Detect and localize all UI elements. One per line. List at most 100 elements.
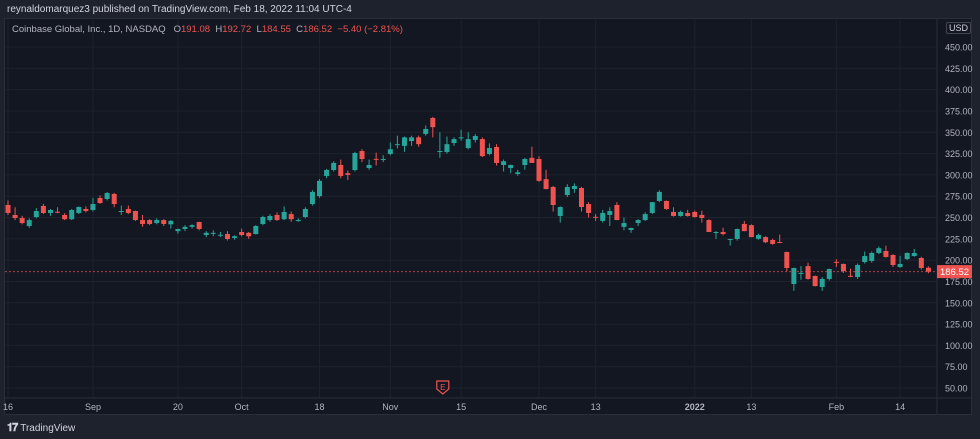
- candle: [317, 179, 323, 198]
- candle: [536, 156, 542, 182]
- candle: [366, 159, 372, 170]
- candle: [479, 137, 485, 157]
- y-tick-label: 200.00: [945, 256, 973, 266]
- candle-body: [366, 164, 372, 169]
- candle-body: [168, 220, 174, 225]
- y-tick-label: 225.00: [945, 234, 973, 244]
- candle-body: [104, 193, 110, 200]
- candle-body: [324, 170, 330, 176]
- candle-body: [338, 164, 344, 176]
- candle: [5, 200, 11, 215]
- candle-body: [267, 215, 273, 221]
- candle: [83, 206, 89, 213]
- candle-body: [12, 214, 18, 219]
- footer-brand[interactable]: TradingView: [20, 423, 76, 434]
- candle-body: [904, 252, 910, 260]
- candle: [253, 225, 259, 235]
- candle-body: [706, 220, 712, 232]
- candle: [508, 164, 514, 174]
- candle-body: [83, 208, 89, 212]
- candle-body: [925, 267, 931, 272]
- candle: [543, 169, 549, 190]
- candle-body: [125, 208, 131, 213]
- candle-body: [309, 191, 315, 205]
- candle-body: [239, 231, 245, 235]
- candle: [97, 195, 103, 204]
- candle: [104, 191, 110, 201]
- candle: [302, 207, 308, 219]
- footer: 𝟏𝟕 TradingView: [7, 422, 75, 435]
- candle-body: [359, 151, 365, 160]
- candle-body: [465, 139, 471, 149]
- x-tick-label: Feb: [829, 402, 845, 412]
- x-tick-label: 20: [173, 402, 183, 412]
- candle: [118, 205, 124, 215]
- candle: [805, 262, 811, 280]
- candle-body: [763, 237, 769, 243]
- candle-body: [394, 144, 400, 146]
- candle: [430, 116, 436, 138]
- y-tick-label: 275.00: [945, 192, 973, 202]
- symbol-legend: Coinbase Global, Inc., 1D, NASDAQ O191.0…: [12, 24, 403, 35]
- candle-body: [522, 159, 528, 165]
- candle: [76, 206, 82, 215]
- candle: [451, 137, 457, 146]
- candle-body: [97, 197, 103, 204]
- candle: [210, 230, 216, 237]
- candle-body: [69, 209, 75, 220]
- candle: [911, 249, 917, 257]
- candle: [586, 202, 592, 218]
- candle-body: [798, 272, 804, 274]
- candle-body: [161, 220, 167, 224]
- candle-body: [380, 159, 386, 161]
- candle: [501, 159, 507, 172]
- earnings-marker-icon[interactable]: [436, 380, 450, 395]
- candle: [387, 142, 393, 156]
- candle-body: [791, 267, 797, 284]
- candle: [840, 263, 846, 273]
- candle-body: [47, 209, 53, 213]
- candle-body: [274, 214, 280, 221]
- candle-body: [649, 202, 655, 213]
- candle-body: [833, 261, 839, 263]
- candle-body: [826, 268, 832, 279]
- candle: [437, 132, 443, 158]
- candle: [720, 227, 726, 236]
- candle: [706, 219, 712, 232]
- x-tick-label: Oct: [235, 402, 250, 412]
- candle: [246, 231, 252, 239]
- chart-panel[interactable]: [4, 18, 972, 415]
- candle-body: [479, 139, 485, 157]
- currency-button[interactable]: USD: [946, 22, 972, 34]
- candle: [897, 255, 903, 268]
- candle: [111, 192, 117, 208]
- candle: [642, 212, 648, 221]
- y-tick-label: 350.00: [945, 128, 973, 138]
- candle: [486, 143, 492, 156]
- candle-body: [727, 238, 733, 240]
- candle: [876, 246, 882, 255]
- candle: [444, 136, 450, 154]
- candle: [19, 215, 25, 225]
- y-tick-label: 100.00: [945, 341, 973, 351]
- x-tick-label: 13: [591, 402, 601, 412]
- candle-body: [132, 211, 138, 221]
- candle-body: [317, 180, 323, 197]
- candle: [678, 210, 684, 217]
- candle-body: [628, 227, 634, 231]
- candle: [770, 238, 776, 245]
- candle-body: [217, 234, 223, 236]
- candle-body: [182, 226, 188, 230]
- candle: [90, 197, 96, 212]
- candle-body: [55, 211, 61, 213]
- candle-body: [720, 231, 726, 235]
- candle: [55, 207, 61, 214]
- candle: [147, 219, 153, 226]
- candle: [232, 235, 238, 240]
- candle-body: [550, 186, 556, 205]
- candle: [196, 221, 202, 231]
- candle-body: [175, 229, 181, 232]
- candle: [777, 234, 783, 244]
- candle-body: [890, 255, 896, 265]
